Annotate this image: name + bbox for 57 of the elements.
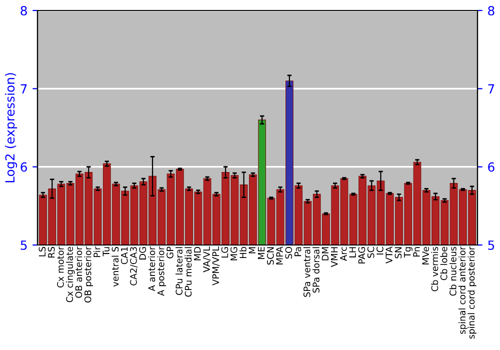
x-tick-label: SO	[285, 246, 292, 259]
x-tick-label: Cx motor	[57, 246, 64, 288]
x-tick-label: MPA	[276, 246, 283, 264]
y2-tick-label: 6	[488, 162, 494, 172]
x-tick-label: SC	[367, 246, 374, 258]
x-tick-label: spinal cord anterior	[458, 246, 468, 334]
y-tick-label: 6	[20, 162, 27, 172]
x-tick-label: MG	[230, 247, 238, 260]
x-tick-label: SN	[394, 247, 402, 258]
x-tick-label: VA/VL	[203, 246, 211, 272]
y2-tick-label: 7	[488, 84, 494, 94]
x-tick-label: LG	[221, 247, 228, 258]
x-tick-label: SCN	[266, 247, 274, 265]
x-tick-label: spinal cord posterior	[468, 246, 476, 339]
y-tick-label: 8	[20, 6, 27, 16]
x-tick-label: VPM/VPL	[212, 246, 220, 286]
x-tick-label: Cb nucleus	[449, 246, 456, 296]
y2-tick-label: 5	[488, 240, 494, 250]
x-tick-label: SPa dorsal	[312, 247, 320, 293]
x-tick-label: Pn	[413, 247, 420, 257]
x-tick-label: VMH	[331, 247, 338, 268]
y-tick-label: 7	[20, 84, 27, 94]
x-tick-label: CPu lateral	[176, 247, 183, 295]
x-tick-label: RS	[48, 246, 55, 258]
x-tick-label: Cb vermis	[431, 246, 438, 292]
x-tick-label: CA2/CA3	[130, 247, 138, 286]
x-tick-label: Arc	[340, 246, 347, 261]
x-tick-label: Pa	[294, 247, 302, 256]
x-tick-label: Tg	[404, 247, 412, 258]
x-tick-label: Hb	[239, 246, 246, 258]
x-tick-label: DM	[322, 247, 328, 260]
x-tick-label: A posterior	[157, 246, 166, 296]
x-tick-label: ventral S	[112, 246, 119, 287]
x-tick-label: CA1	[120, 247, 128, 264]
x-tick-label: Tu	[102, 247, 110, 256]
x-tick-label: LH	[349, 247, 356, 258]
x-tick-label: Pir	[93, 246, 100, 257]
x-tick-label: OB posterior	[84, 246, 93, 303]
x-tick-label: MD	[194, 246, 201, 260]
x-tick-label: OB anterior	[75, 246, 82, 298]
x-tick-label: CPu medial	[184, 247, 192, 297]
x-tick-label: GP	[166, 246, 174, 258]
x-tick-label: Cb lobe	[440, 246, 448, 280]
y-axis-title: Log2 (expression)	[4, 73, 18, 182]
x-tick-label: LS	[38, 246, 46, 256]
y2-tick-label: 8	[488, 6, 494, 16]
y-tick-label: 5	[20, 240, 27, 250]
x-tick-label: M	[248, 247, 256, 254]
x-tick-label: DG	[139, 247, 146, 260]
x-tick-label: Cx cingulate	[66, 246, 75, 302]
x-tick-label: ME	[258, 246, 265, 259]
x-tick-label: VTA	[386, 246, 392, 264]
x-tick-label: IC	[376, 246, 384, 254]
x-tick-label: A anterior	[148, 246, 156, 292]
x-tick-label: SPa ventral	[303, 247, 310, 297]
x-tick-label: PAG	[358, 247, 366, 264]
x-tick-label: MVe	[422, 246, 429, 264]
